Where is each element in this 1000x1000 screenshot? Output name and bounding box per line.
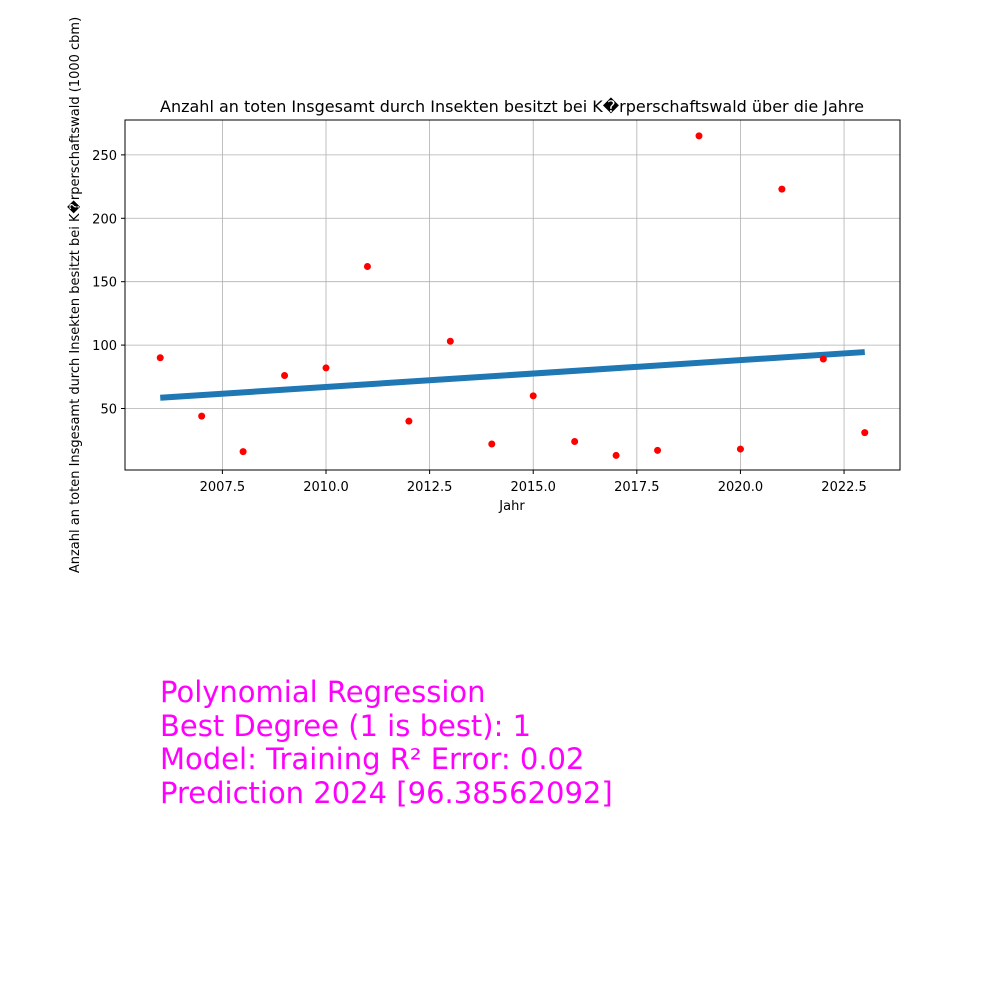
- data-point: [861, 429, 869, 437]
- data-point: [778, 185, 786, 193]
- y-tick-label: 100: [92, 339, 117, 354]
- data-point: [736, 445, 744, 453]
- y-axis-label: Anzahl an toten Insgesamt durch Insekten…: [66, 17, 83, 573]
- x-tick-label: 2017.5: [614, 480, 660, 495]
- annotation-line-error: Model: Training R² Error: 0.02: [160, 742, 585, 776]
- data-point: [612, 451, 620, 459]
- x-tick-label: 2007.5: [200, 480, 246, 495]
- data-point: [363, 262, 371, 270]
- y-tick-label: 50: [100, 402, 117, 417]
- x-tick-label: 2022.5: [821, 480, 867, 495]
- grid-lines: [125, 120, 900, 470]
- chart-title: Anzahl an toten Insgesamt durch Insekten…: [160, 97, 864, 116]
- data-point: [281, 372, 289, 380]
- regression-line: [160, 349, 865, 401]
- data-point: [529, 392, 537, 400]
- y-tick-label: 200: [92, 212, 117, 227]
- y-tick-label: 250: [92, 149, 117, 164]
- fit-line-layer: [160, 349, 865, 401]
- data-point: [488, 440, 496, 448]
- data-point: [405, 417, 413, 425]
- axis-ticks: 2007.5 2010.0 2012.5 2015.0 2017.5 2020.0 2022…: [92, 149, 867, 495]
- x-axis-label: Jahr: [498, 499, 525, 514]
- x-tick-label: 2020.0: [718, 480, 764, 495]
- data-point: [695, 132, 703, 140]
- data-point: [654, 446, 662, 454]
- data-point: [571, 437, 579, 445]
- y-tick-label: 150: [92, 276, 117, 291]
- data-point: [198, 412, 206, 420]
- annotation-line-title: Polynomial Regression: [160, 675, 486, 709]
- data-point: [819, 355, 827, 363]
- annotation-line-prediction: Prediction 2024 [96.38562092]: [160, 775, 613, 810]
- regression-annotation: Polynomial Regression Best Degree (1 is …: [160, 675, 613, 810]
- data-point: [322, 364, 330, 372]
- scatter-points: [156, 132, 869, 459]
- data-point: [446, 337, 454, 345]
- data-point: [239, 448, 247, 456]
- x-tick-label: 2012.5: [407, 480, 453, 495]
- x-tick-label: 2015.0: [510, 480, 556, 495]
- annotation-line-degree: Best Degree (1 is best): 1: [160, 708, 532, 743]
- data-point: [156, 354, 164, 362]
- x-tick-label: 2010.0: [303, 480, 349, 495]
- plot-frame: [124, 119, 901, 471]
